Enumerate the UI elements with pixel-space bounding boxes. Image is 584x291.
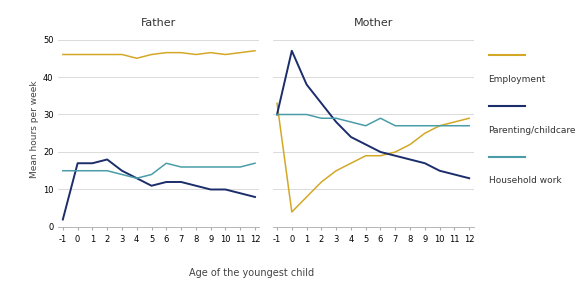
Text: Parenting/childcare: Parenting/childcare (489, 126, 576, 135)
Title: Father: Father (141, 18, 176, 29)
Text: Age of the youngest child: Age of the youngest child (189, 269, 314, 278)
Text: Household work: Household work (489, 176, 561, 185)
Text: Employment: Employment (489, 75, 546, 84)
Y-axis label: Mean hours per week: Mean hours per week (30, 81, 39, 178)
Title: Mother: Mother (353, 18, 393, 29)
